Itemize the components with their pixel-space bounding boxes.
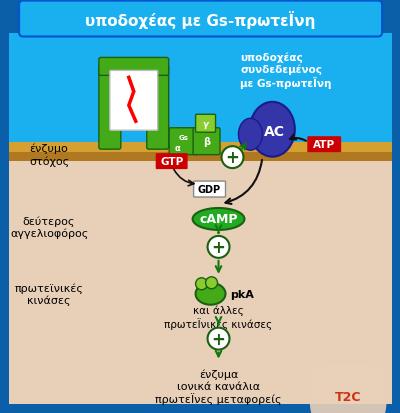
Bar bbox=[9, 153, 392, 162]
Text: cAMP: cAMP bbox=[199, 213, 238, 226]
FancyBboxPatch shape bbox=[193, 128, 220, 155]
Text: +: + bbox=[226, 149, 240, 167]
Text: πρωτεϊνικές
κινάσες: πρωτεϊνικές κινάσες bbox=[14, 283, 84, 305]
Bar bbox=[9, 162, 392, 404]
FancyBboxPatch shape bbox=[19, 2, 382, 38]
Text: β: β bbox=[203, 137, 210, 147]
Text: +: + bbox=[212, 238, 226, 256]
FancyBboxPatch shape bbox=[99, 58, 169, 76]
Text: Gs: Gs bbox=[179, 135, 189, 141]
Text: υποδοχέας με Gs-πρωτεΪνη: υποδοχέας με Gs-πρωτεΪνη bbox=[85, 10, 316, 28]
Text: ένζυμο
στόχος: ένζυμο στόχος bbox=[29, 143, 69, 166]
FancyBboxPatch shape bbox=[110, 71, 158, 131]
Circle shape bbox=[196, 278, 208, 290]
FancyBboxPatch shape bbox=[156, 154, 188, 170]
Text: +: + bbox=[212, 330, 226, 348]
Text: pkA: pkA bbox=[230, 289, 254, 299]
Ellipse shape bbox=[250, 102, 295, 157]
Text: ένζυμα
ιονικά κανάλια
πρωτεΪνες μεταφορείς: ένζυμα ιονικά κανάλια πρωτεΪνες μεταφορε… bbox=[155, 368, 282, 404]
FancyBboxPatch shape bbox=[169, 128, 198, 155]
FancyBboxPatch shape bbox=[307, 137, 341, 153]
Circle shape bbox=[208, 236, 230, 258]
Ellipse shape bbox=[238, 119, 262, 151]
FancyBboxPatch shape bbox=[147, 66, 169, 150]
Ellipse shape bbox=[196, 283, 226, 305]
FancyBboxPatch shape bbox=[99, 66, 121, 150]
Circle shape bbox=[206, 277, 218, 289]
Text: και άλλες
πρωτεΪνικές κινάσες: και άλλες πρωτεΪνικές κινάσες bbox=[164, 305, 272, 329]
Text: GDP: GDP bbox=[198, 185, 221, 195]
Text: γ: γ bbox=[203, 119, 208, 128]
Text: T2C: T2C bbox=[335, 390, 362, 403]
Ellipse shape bbox=[193, 209, 244, 230]
FancyBboxPatch shape bbox=[194, 182, 226, 197]
Text: υποδοχέας
συνδεδεμένος
με Gs-πρωτεΪνη: υποδοχέας συνδεδεμένος με Gs-πρωτεΪνη bbox=[240, 52, 332, 88]
Text: ATP: ATP bbox=[313, 140, 335, 150]
Circle shape bbox=[208, 328, 230, 350]
Text: α: α bbox=[175, 143, 180, 152]
Circle shape bbox=[222, 147, 244, 169]
Text: AC: AC bbox=[264, 125, 285, 139]
Text: δεύτερος
αγγελιοφόρος: δεύτερος αγγελιοφόρος bbox=[10, 216, 88, 239]
Text: GTP: GTP bbox=[160, 157, 183, 167]
Bar bbox=[9, 143, 392, 153]
FancyBboxPatch shape bbox=[196, 115, 216, 133]
Bar bbox=[9, 33, 392, 143]
